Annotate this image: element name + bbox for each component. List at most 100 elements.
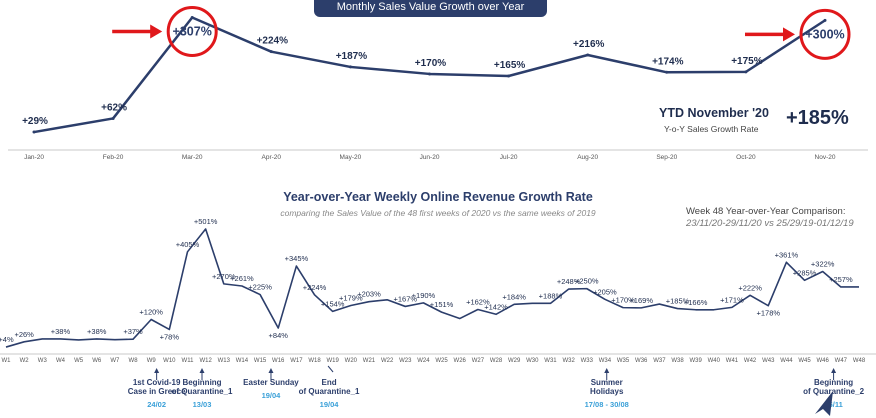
weekly-data-label: +38% (51, 327, 71, 336)
monthly-point (348, 65, 352, 69)
weekly-tick-label: W33 (581, 358, 594, 364)
monthly-data-label: +300% (805, 27, 844, 41)
weekly-data-label: +179% (339, 293, 363, 302)
monthly-data-label: +174% (652, 56, 684, 67)
weekly-tick-label: W27 (472, 358, 485, 364)
weekly-tick-label: W22 (381, 358, 394, 364)
weekly-data-label: +345% (285, 254, 309, 263)
weekly-data-label: +170% (611, 296, 635, 305)
comparison-title: Week 48 Year-over-Year Comparison: (686, 206, 846, 217)
weekly-data-label: +120% (139, 308, 163, 317)
weekly-data-label: +248% (557, 277, 581, 286)
weekly-tick-label: W13 (218, 358, 231, 364)
weekly-data-label: +501% (194, 217, 218, 226)
weekly-tick-label: W45 (798, 358, 811, 364)
weekly-data-label: +167% (393, 294, 417, 303)
weekly-data-label: +162% (466, 298, 490, 307)
monthly-data-label: +187% (336, 51, 368, 62)
weekly-tick-label: W10 (163, 358, 176, 364)
weekly-data-label: +361% (775, 250, 799, 259)
weekly-tick-label: W35 (617, 358, 630, 364)
weekly-data-label: +185% (666, 297, 690, 306)
weekly-data-label: +26% (14, 330, 34, 339)
weekly-tick-label: W24 (417, 358, 430, 364)
weekly-data-label: +142% (484, 302, 508, 311)
event-label: 1st Covid-19 (133, 378, 181, 387)
weekly-tick-label: W36 (635, 358, 648, 364)
weekly-tick-label: W15 (254, 358, 267, 364)
weekly-tick-label: W16 (272, 358, 285, 364)
weekly-data-label: +178% (756, 309, 780, 318)
weekly-tick-label: W6 (92, 358, 102, 364)
weekly-tick-label: W4 (56, 358, 66, 364)
monthly-data-label: +165% (494, 60, 526, 71)
monthly-point (744, 70, 748, 74)
weekly-data-label: +154% (321, 299, 345, 308)
monthly-data-label: +170% (415, 58, 447, 69)
cursor-arrow-icon (815, 391, 833, 416)
event-date: 19/04 (262, 391, 282, 400)
event-arrowhead-icon (154, 368, 160, 373)
monthly-tick-label: Aug-20 (577, 154, 598, 161)
weekly-tick-label: W34 (599, 358, 612, 364)
monthly-tick-label: Jan-20 (24, 154, 44, 161)
weekly-data-label: +205% (593, 287, 617, 296)
weekly-data-label: +171% (720, 295, 744, 304)
event-arrowhead-icon (199, 368, 205, 373)
weekly-tick-label: W28 (490, 358, 503, 364)
event-date: 13/03 (193, 400, 212, 409)
weekly-tick-label: W47 (835, 358, 848, 364)
event-label: of Quarantine_2 (803, 387, 864, 396)
monthly-tick-label: Mar-20 (182, 154, 203, 161)
monthly-tick-label: Jul-20 (500, 154, 518, 161)
weekly-tick-label: W25 (435, 358, 448, 364)
weekly-tick-label: W3 (38, 358, 48, 364)
weekly-data-label: +270% (212, 272, 236, 281)
event-arrowhead-icon (831, 368, 837, 373)
highlight-circle (799, 8, 851, 60)
weekly-tick-label: W29 (508, 358, 521, 364)
weekly-data-label: +184% (502, 292, 526, 301)
weekly-data-label: +78% (160, 332, 180, 341)
weekly-tick-label: W17 (290, 358, 303, 364)
monthly-point (428, 72, 431, 76)
monthly-chart-title: Monthly Sales Value Growth over Year (314, 0, 547, 17)
weekly-tick-label: W26 (454, 358, 467, 364)
event-label: Beginning (182, 378, 221, 387)
weekly-tick-label: W40 (708, 358, 721, 364)
weekly-tick-label: W12 (199, 358, 212, 364)
monthly-data-label: +216% (573, 39, 605, 50)
monthly-point (586, 53, 590, 57)
monthly-data-label: +29% (22, 116, 48, 127)
weekly-tick-label: W43 (762, 358, 775, 364)
weekly-tick-label: W38 (671, 358, 684, 364)
highlight-circle (166, 5, 218, 57)
monthly-tick-label: Jun-20 (420, 154, 440, 161)
event-date: 06/11 (824, 400, 842, 409)
monthly-point (111, 116, 115, 120)
weekly-data-label: +285% (793, 268, 817, 277)
weekly-tick-label: W30 (526, 358, 539, 364)
event-arrowhead-icon (268, 368, 274, 373)
weekly-data-label: +203% (357, 290, 381, 299)
weekly-tick-label: W2 (20, 358, 30, 364)
monthly-data-label: +224% (257, 36, 289, 47)
weekly-data-label: +38% (87, 327, 107, 336)
monthly-tick-label: Sep-20 (656, 154, 677, 161)
weekly-data-label: +188% (539, 291, 563, 300)
event-label: of Quarantine_1 (299, 387, 360, 396)
weekly-data-label: +322% (811, 260, 835, 269)
weekly-tick-label: W5 (74, 358, 84, 364)
weekly-tick-label: W9 (147, 358, 157, 364)
event-label: Easter Sunday (243, 378, 299, 387)
weekly-data-label: +84% (269, 331, 289, 340)
weekly-tick-label: W44 (780, 358, 793, 364)
pointer-arrowhead-icon (150, 24, 163, 39)
weekly-tick-label: W48 (853, 358, 866, 364)
event-label: Summer (591, 378, 623, 387)
weekly-tick-label: W7 (110, 358, 120, 364)
ytd-value: +185% (786, 107, 849, 129)
weekly-tick-label: W21 (363, 358, 376, 364)
monthly-data-label: +62% (101, 102, 127, 113)
